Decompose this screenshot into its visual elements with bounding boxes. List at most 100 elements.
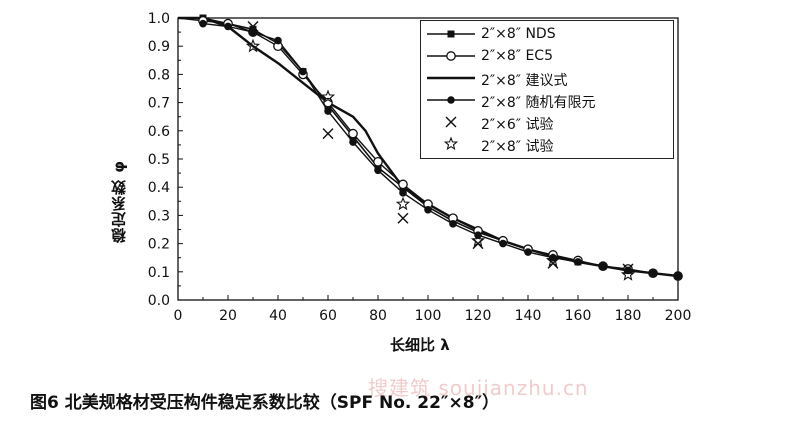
legend-item: 2″×8″ NDS — [421, 23, 673, 45]
y-tick-label: 0.1 — [148, 265, 170, 281]
data-point — [449, 220, 457, 228]
marker-open-circle — [348, 128, 358, 139]
legend-symbol-ec5 — [427, 51, 475, 61]
x-tick-label: 200 — [665, 308, 692, 324]
data-point — [395, 196, 411, 211]
marker-filled-circle — [524, 248, 532, 256]
legend-label: 2″×8″ NDS — [481, 26, 556, 42]
legend-marker — [445, 116, 457, 128]
x-tick-label: 80 — [369, 308, 387, 324]
legend-label: 2″×8″ EC5 — [481, 48, 553, 64]
data-point — [373, 156, 383, 167]
x-axis-title: 长细比 λ — [390, 336, 450, 354]
legend-symbol-nds — [427, 30, 475, 38]
legend-label: 2″×6″ 试验 — [481, 117, 554, 133]
data-point — [348, 128, 358, 139]
marker-filled-circle — [499, 239, 507, 248]
marker-star — [320, 89, 336, 103]
y-tick-label: 0.8 — [148, 67, 170, 83]
x-tick-label: 0 — [174, 308, 183, 324]
data-point — [299, 67, 307, 76]
data-point — [574, 258, 582, 266]
marker-open-circle — [446, 51, 456, 61]
marker-star — [395, 196, 411, 211]
marker-filled-circle — [274, 36, 282, 45]
axis-ticks: 0 20 40 60 80 100 120 140 160 180 200 0.0 0.1 0.2 0.3 0… — [148, 11, 692, 324]
data-point — [649, 269, 657, 278]
x-tick-label: 20 — [219, 308, 237, 324]
data-point — [349, 138, 357, 146]
marker-filled-circle — [224, 22, 232, 31]
data-point — [545, 252, 561, 267]
data-point — [397, 212, 409, 224]
marker-filled-circle — [447, 96, 455, 104]
y-axis-title: 稳定系数 φ — [110, 160, 128, 243]
legend-label: 2″×8″ 建议式 — [481, 73, 568, 89]
data-point — [247, 20, 259, 32]
data-point — [470, 233, 486, 247]
legend-item: 2″×8″ 随机有限元 — [421, 89, 673, 111]
marker-filled-circle — [574, 258, 582, 266]
data-point — [549, 253, 557, 262]
x-tick-label: 100 — [415, 308, 442, 324]
legend: 2″×8″ NDS 2″×8″ EC5 2″×8″ 建议式 2″×8″ 随机有限… — [420, 20, 674, 159]
legend-symbol-test-2x8 — [443, 136, 459, 151]
legend-marker — [446, 51, 456, 61]
legend-item: 2″×6″ 试验 — [421, 111, 673, 133]
data-point — [274, 36, 282, 45]
legend-marker — [447, 96, 455, 104]
y-tick-label: 0.2 — [148, 237, 170, 253]
marker-open-circle — [398, 179, 408, 190]
y-tick-label: 0.0 — [148, 293, 170, 309]
x-tick-label: 60 — [319, 308, 337, 324]
watermark: 搜建筑 soujianzhu.cn — [368, 376, 589, 400]
legend-label: 2″×8″ 随机有限元 — [481, 95, 596, 111]
marker-filled-circle — [549, 253, 557, 262]
data-point — [599, 262, 607, 270]
data-point — [322, 128, 334, 140]
data-point — [199, 19, 207, 28]
marker-star — [245, 38, 261, 53]
data-point — [249, 28, 257, 36]
marker-filled-circle — [449, 220, 457, 228]
marker-filled-circle — [299, 67, 307, 76]
figure-caption: 图6 北美规格材受压构件稳定系数比较（SPF No. 22″×8″） — [30, 393, 500, 413]
y-tick-label: 0.3 — [148, 208, 170, 224]
marker-filled-circle — [374, 166, 382, 175]
data-point — [674, 272, 682, 280]
data-point — [524, 248, 532, 256]
x-tick-label: 40 — [269, 308, 287, 324]
marker-filled-circle — [349, 138, 357, 146]
marker-filled-circle — [399, 189, 407, 197]
x-tick-label: 160 — [565, 308, 592, 324]
y-tick-label: 0.5 — [148, 152, 170, 168]
legend-item: 2″×8″ 试验 — [421, 133, 673, 155]
y-tick-label: 0.6 — [148, 124, 170, 140]
marker-square — [447, 30, 455, 38]
data-point — [398, 179, 408, 190]
y-tick-label: 0.7 — [148, 96, 170, 112]
data-point — [424, 205, 432, 214]
marker-x-stroke — [445, 116, 457, 128]
legend-item: 2″×8″ EC5 — [421, 45, 673, 67]
x-tick-label: 180 — [615, 308, 642, 324]
data-point — [224, 22, 232, 31]
legend-marker — [443, 136, 459, 151]
marker-x-stroke — [247, 20, 259, 32]
marker-filled-circle — [249, 28, 257, 36]
marker-x-stroke — [322, 128, 334, 140]
marker-star — [620, 267, 636, 281]
legend-symbol-sfem — [427, 96, 475, 104]
data-point — [320, 89, 336, 103]
marker-filled-circle — [424, 205, 432, 214]
marker-open-circle — [373, 156, 383, 167]
x-tick-label: 120 — [465, 308, 492, 324]
legend-marker — [447, 30, 455, 38]
legend-symbol-test-2x6 — [445, 116, 457, 128]
y-tick-label: 1.0 — [148, 11, 170, 27]
legend-label: 2″×8″ 试验 — [481, 139, 554, 155]
marker-filled-circle — [324, 107, 332, 115]
legend-item: 2″×8″ 建议式 — [421, 67, 673, 89]
marker-filled-circle — [599, 262, 607, 270]
y-tick-label: 0.4 — [148, 180, 170, 196]
